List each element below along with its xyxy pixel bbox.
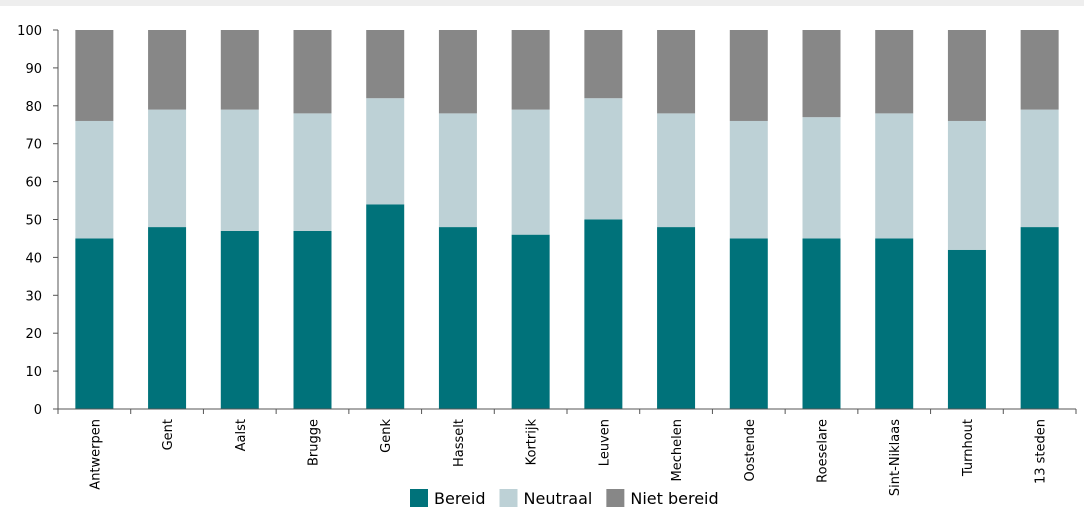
legend-swatch xyxy=(499,489,518,507)
bar-bereid-1 xyxy=(148,227,187,409)
x-tick-label: Antwerpen xyxy=(88,419,103,490)
bar-niet-bereid-12 xyxy=(947,30,986,121)
bar-neutraal-2 xyxy=(220,109,259,231)
bar-neutraal-7 xyxy=(584,98,623,220)
x-tick-label: Genk xyxy=(379,419,394,453)
legend-label: Neutraal xyxy=(524,489,593,508)
x-tick-label: Roeselare xyxy=(816,419,831,483)
bar-neutraal-0 xyxy=(75,120,114,239)
bar-niet-bereid-13 xyxy=(1020,30,1059,110)
legend-label: Bereid xyxy=(434,489,486,508)
y-tick-label: 50 xyxy=(25,214,42,229)
bar-bereid-11 xyxy=(875,238,914,409)
bar-neutraal-13 xyxy=(1020,109,1059,228)
x-tick-label: Brugge xyxy=(307,419,322,466)
x-axis-labels: Antwerpen Gent Aalst Brugge Genk Hasselt Kortr… xyxy=(88,419,1048,497)
bar-neutraal-9 xyxy=(729,120,768,239)
legend-swatch xyxy=(606,489,625,507)
x-tick-label: Turnhout xyxy=(961,419,976,477)
bar-bereid-5 xyxy=(438,227,477,409)
bar-niet-bereid-10 xyxy=(802,30,841,118)
y-axis-ticks: 0 10 20 30 40 50 60 70 80 90 100 xyxy=(17,24,58,418)
bar-neutraal-11 xyxy=(875,113,914,239)
y-tick-label: 20 xyxy=(25,327,42,342)
y-tick-label: 70 xyxy=(25,138,42,153)
y-tick-label: 10 xyxy=(25,365,42,380)
y-tick-label: 80 xyxy=(25,100,42,115)
y-tick-label: 100 xyxy=(17,24,42,39)
bar-neutraal-12 xyxy=(947,120,986,250)
x-tick-label: Aalst xyxy=(234,419,249,451)
bar-niet-bereid-3 xyxy=(293,30,332,114)
y-tick-label: 40 xyxy=(25,251,42,266)
bar-niet-bereid-8 xyxy=(657,30,696,114)
x-tick-label: Oostende xyxy=(743,419,758,482)
y-tick-label: 90 xyxy=(25,62,42,77)
bar-niet-bereid-1 xyxy=(148,30,187,110)
x-tick-label: Gent xyxy=(161,419,176,450)
bar-bereid-4 xyxy=(366,204,405,409)
bar-bereid-3 xyxy=(293,230,332,409)
bar-bereid-8 xyxy=(657,227,696,409)
bar-niet-bereid-11 xyxy=(875,30,914,114)
top-bar xyxy=(0,0,1084,6)
bars-group xyxy=(75,30,1059,409)
bar-niet-bereid-7 xyxy=(584,30,623,99)
bar-bereid-0 xyxy=(75,238,114,409)
bar-niet-bereid-5 xyxy=(438,30,477,114)
bar-bereid-6 xyxy=(511,234,550,409)
x-tick-label: Mechelen xyxy=(670,419,685,481)
bar-bereid-7 xyxy=(584,219,623,409)
bar-niet-bereid-6 xyxy=(511,30,550,110)
bar-niet-bereid-2 xyxy=(220,30,259,110)
bar-bereid-2 xyxy=(220,230,259,409)
bar-niet-bereid-9 xyxy=(729,30,768,121)
bar-neutraal-8 xyxy=(657,113,696,228)
legend-label: Niet bereid xyxy=(630,489,718,508)
bar-neutraal-1 xyxy=(148,109,187,228)
bar-neutraal-6 xyxy=(511,109,550,235)
bar-bereid-13 xyxy=(1020,227,1059,409)
bar-neutraal-4 xyxy=(366,98,405,205)
bar-neutraal-10 xyxy=(802,117,841,239)
bar-neutraal-5 xyxy=(438,113,477,228)
x-tick-label: 13 steden xyxy=(1034,419,1049,484)
x-tick-label: Hasselt xyxy=(452,419,467,467)
bar-niet-bereid-0 xyxy=(75,30,114,121)
x-tick-label: Leuven xyxy=(597,419,612,466)
bar-bereid-12 xyxy=(947,249,986,409)
legend: Bereid Neutraal Niet bereid xyxy=(410,489,719,508)
y-tick-label: 60 xyxy=(25,176,42,191)
x-tick-label: Sint-Niklaas xyxy=(888,419,903,496)
bar-bereid-9 xyxy=(729,238,768,409)
bar-bereid-10 xyxy=(802,238,841,409)
bar-neutraal-3 xyxy=(293,113,332,231)
x-tick-label: Kortrijk xyxy=(525,419,540,466)
y-tick-label: 30 xyxy=(25,289,42,304)
legend-swatch xyxy=(410,489,428,507)
axes-group xyxy=(57,30,1077,414)
bar-niet-bereid-4 xyxy=(366,30,405,99)
y-tick-label: 0 xyxy=(34,403,42,418)
